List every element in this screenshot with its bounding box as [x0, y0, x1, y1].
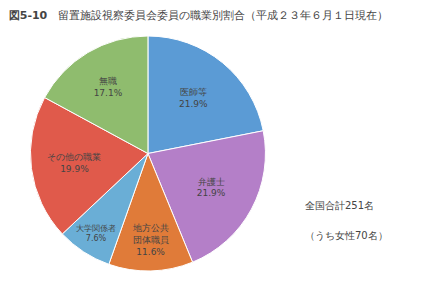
svg-text:弁護士21.9%: 弁護士21.9% — [197, 177, 226, 199]
svg-text:（うち女性70名）: （うち女性70名） — [305, 230, 388, 241]
svg-text:地方公共団体職員11.6%: 地方公共団体職員11.6% — [132, 223, 169, 256]
svg-text:医師等21.9%: 医師等21.9% — [179, 87, 208, 109]
svg-text:図5-10 留置施設視察委員会委員の職業別割合（平成２３年６: 図5-10 留置施設視察委員会委員の職業別割合（平成２３年６月１日現在） — [9, 9, 389, 22]
svg-text:無職17.1%: 無職17.1% — [94, 76, 123, 98]
svg-text:大学関係者7.6%: 大学関係者7.6% — [76, 223, 116, 244]
svg-text:その他の職業19.9%: その他の職業19.9% — [47, 152, 101, 174]
svg-text:全国合計251名: 全国合計251名 — [305, 200, 374, 211]
